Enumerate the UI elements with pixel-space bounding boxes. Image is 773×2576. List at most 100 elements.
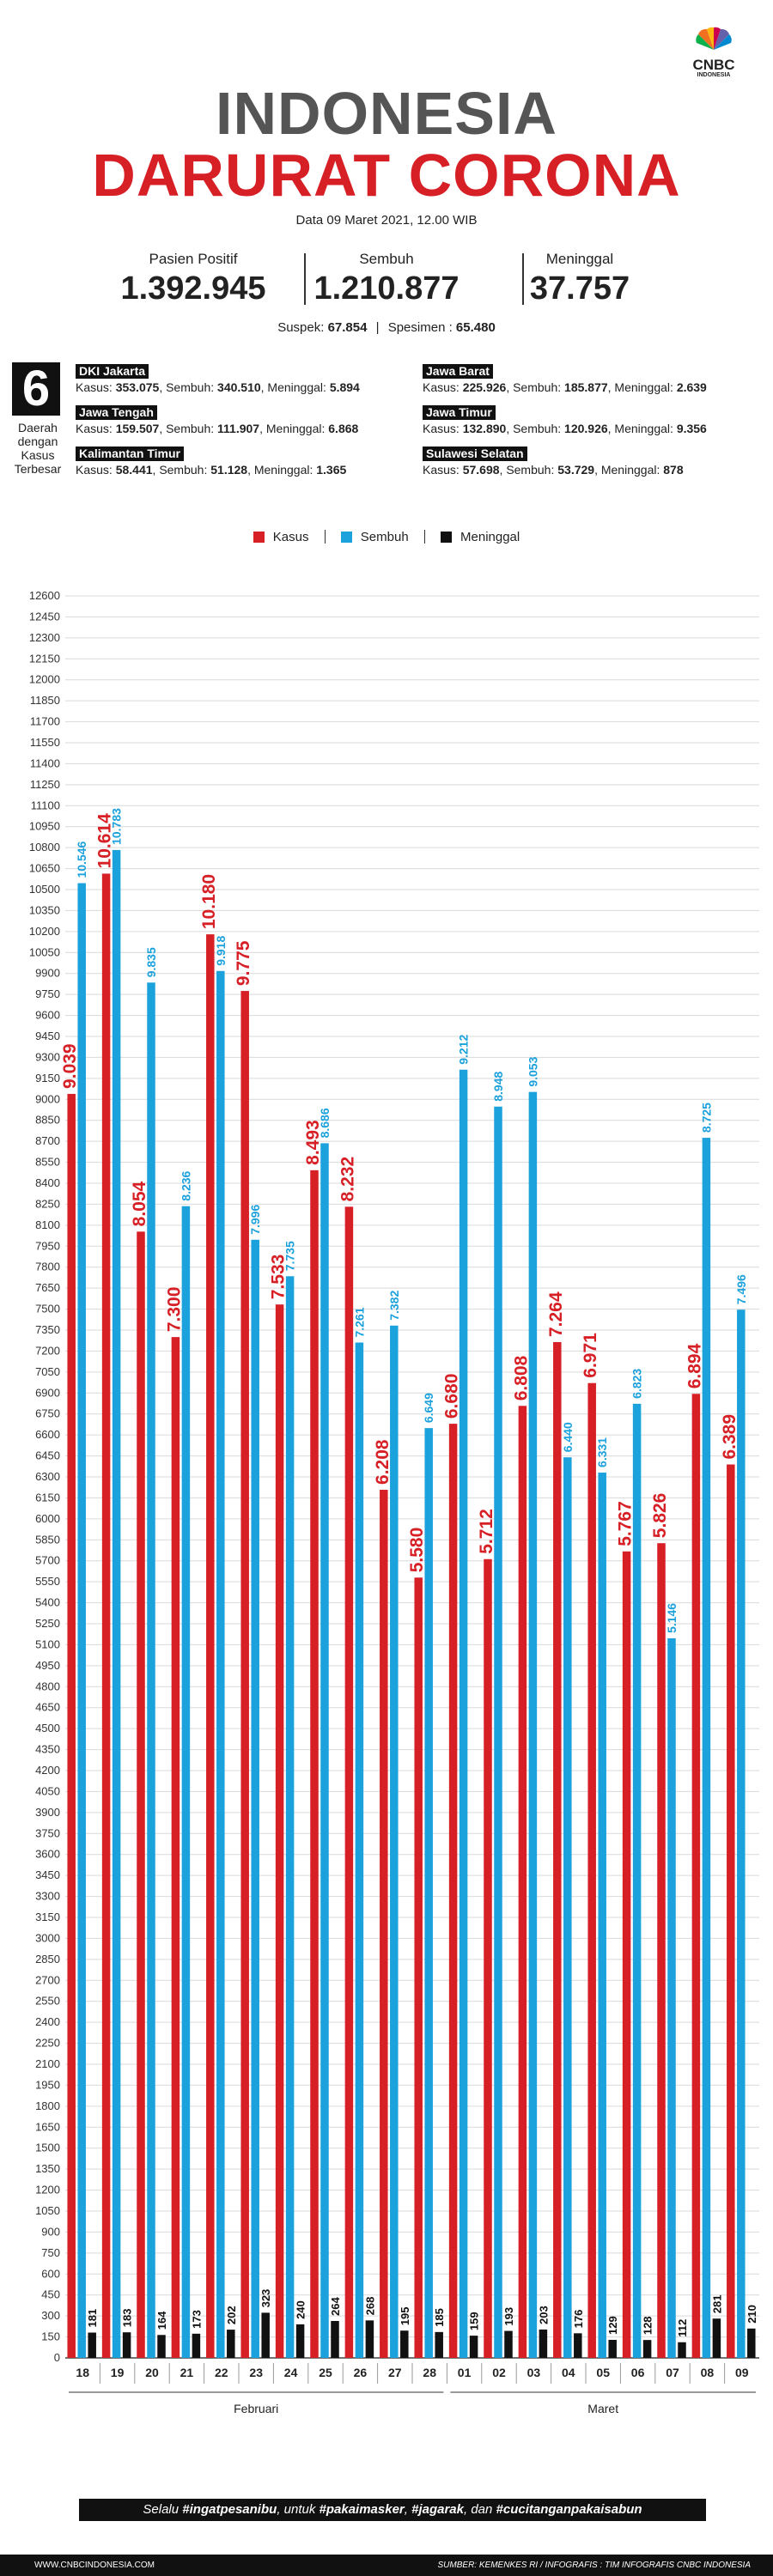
data-label-sembuh: 6.331 xyxy=(595,1437,609,1467)
y-tick-label: 4800 xyxy=(35,1680,60,1692)
x-tick-label: 20 xyxy=(145,2366,159,2379)
y-tick-label: 2850 xyxy=(35,1953,60,1965)
bar-meninggal xyxy=(574,2333,582,2358)
bar-meninggal xyxy=(365,2320,374,2358)
bar-kasus xyxy=(587,1382,596,2358)
data-label-sembuh: 7.382 xyxy=(387,1291,401,1321)
legend-swatch xyxy=(340,532,352,544)
y-tick-label: 7050 xyxy=(35,1365,60,1378)
data-label-kasus: 8.493 xyxy=(303,1120,323,1165)
y-tick-label: 7200 xyxy=(35,1344,60,1357)
x-tick-label: 26 xyxy=(354,2366,368,2379)
data-label-sembuh: 9.212 xyxy=(457,1035,471,1065)
regions-count-label: Daerah dengan Kasus Terbesar xyxy=(14,421,62,476)
y-tick-label: 450 xyxy=(41,2288,60,2301)
x-tick-label: 19 xyxy=(111,2366,125,2379)
y-tick-label: 10350 xyxy=(29,903,60,916)
data-label-sembuh: 7.996 xyxy=(248,1205,262,1235)
bar-meninggal xyxy=(227,2330,235,2358)
legend-divider xyxy=(423,530,425,544)
data-label-kasus: 6.894 xyxy=(685,1343,704,1388)
data-label-meninggal: 129 xyxy=(606,2316,619,2335)
dateline: Data 09 Maret 2021, 12.00 WIB xyxy=(295,213,478,228)
region-name: DKI Jakarta xyxy=(76,364,149,379)
x-tick-label: 18 xyxy=(76,2366,89,2379)
x-tick-label: 07 xyxy=(666,2366,679,2379)
x-tick-label: 06 xyxy=(631,2366,645,2379)
region-stats: Kasus: 353.075, Sembuh: 340.510, Meningg… xyxy=(76,380,360,394)
bar-sembuh xyxy=(632,1403,642,2358)
y-tick-label: 12450 xyxy=(29,610,60,623)
y-tick-label: 10050 xyxy=(29,945,60,958)
stat-label: Pasien Positif xyxy=(149,251,238,267)
bar-sembuh xyxy=(112,849,121,2359)
stat-divider xyxy=(522,253,524,305)
bar-sembuh xyxy=(355,1342,364,2358)
legend-label: Meninggal xyxy=(460,529,520,544)
legend-item-kasus: Kasus xyxy=(253,530,308,544)
y-tick-label: 5250 xyxy=(35,1617,60,1630)
bar-kasus xyxy=(727,1464,735,2358)
bar-meninggal xyxy=(747,2328,756,2358)
x-tick-label: 28 xyxy=(423,2366,436,2379)
stat-value: 1.210.877 xyxy=(313,270,460,307)
legend-swatch xyxy=(253,532,265,544)
data-label-kasus: 9.775 xyxy=(234,940,253,986)
legend-label: Sembuh xyxy=(360,529,409,544)
y-tick-label: 1800 xyxy=(35,2099,60,2112)
region-stats: Kasus: 57.698, Sembuh: 53.729, Meninggal… xyxy=(423,463,684,477)
y-tick-label: 12150 xyxy=(29,652,60,665)
y-tick-label: 10500 xyxy=(29,883,60,896)
bar-kasus xyxy=(553,1342,562,2358)
data-label-kasus: 6.389 xyxy=(720,1414,740,1460)
bar-meninggal xyxy=(678,2342,686,2358)
data-label-meninggal: 202 xyxy=(225,2306,238,2324)
stat-label: Sembuh xyxy=(359,251,414,267)
data-label-kasus: 5.580 xyxy=(407,1528,427,1573)
region-item: DKI Jakarta Kasus: 353.075, Sembuh: 340.… xyxy=(76,364,411,395)
bar-meninggal xyxy=(157,2335,166,2358)
y-tick-label: 9750 xyxy=(35,987,60,1000)
region-name: Jawa Tengah xyxy=(76,405,157,420)
region-stats: Kasus: 159.507, Sembuh: 111.907, Meningg… xyxy=(76,422,359,435)
y-tick-label: 6450 xyxy=(35,1449,60,1462)
x-tick-label: 23 xyxy=(249,2366,263,2379)
data-label-sembuh: 7.735 xyxy=(283,1241,297,1271)
slogan-banner: Selalu #ingatpesanibu, untuk #pakaimaske… xyxy=(79,2499,706,2521)
y-tick-label: 1650 xyxy=(35,2120,60,2133)
bar-kasus xyxy=(414,1577,423,2358)
y-tick-label: 3450 xyxy=(35,1868,60,1881)
bar-sembuh xyxy=(251,1239,259,2358)
bar-kasus xyxy=(137,1231,145,2358)
x-tick-label: 08 xyxy=(701,2366,715,2379)
y-tick-label: 4200 xyxy=(35,1764,60,1777)
bar-kasus xyxy=(518,1406,527,2358)
stat-value: 37.757 xyxy=(529,270,630,307)
legend-item-meninggal: Meninggal xyxy=(441,530,520,544)
data-label-sembuh: 10.783 xyxy=(110,808,124,845)
data-label-meninggal: 183 xyxy=(121,2308,134,2327)
bar-kasus xyxy=(344,1206,354,2358)
data-label-meninggal: 128 xyxy=(642,2316,654,2335)
spesimen-label: Spesimen : xyxy=(387,320,453,335)
data-label-kasus: 6.680 xyxy=(442,1374,462,1419)
y-tick-label: 10200 xyxy=(29,925,60,938)
y-tick-label: 6000 xyxy=(35,1512,60,1525)
region-name: Jawa Timur xyxy=(423,405,496,420)
bar-meninggal xyxy=(192,2333,201,2358)
legend-item-sembuh: Sembuh xyxy=(340,529,409,544)
bar-meninggal xyxy=(712,2318,721,2358)
x-tick-label: 05 xyxy=(596,2366,610,2379)
y-tick-label: 5700 xyxy=(35,1554,60,1567)
data-label-kasus: 6.971 xyxy=(581,1333,600,1378)
data-label-meninggal: 185 xyxy=(433,2308,446,2327)
data-label-kasus: 5.712 xyxy=(477,1509,496,1554)
x-tick-label: 09 xyxy=(735,2366,749,2379)
stat-sembuh: Sembuh 1.210.877 xyxy=(275,251,498,307)
bar-meninggal xyxy=(504,2330,513,2358)
x-tick-label: 27 xyxy=(388,2366,402,2379)
stat-divider xyxy=(304,253,306,305)
y-tick-label: 2250 xyxy=(35,2037,60,2050)
stat-positif: Pasien Positif 1.392.945 xyxy=(82,251,305,307)
bar-sembuh xyxy=(702,1138,711,2358)
